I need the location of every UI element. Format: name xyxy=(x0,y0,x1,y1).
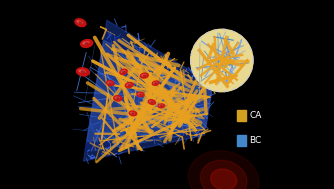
Ellipse shape xyxy=(155,83,157,84)
Text: BC: BC xyxy=(249,136,262,145)
Ellipse shape xyxy=(85,43,88,44)
Ellipse shape xyxy=(151,101,153,103)
Ellipse shape xyxy=(148,100,155,105)
Ellipse shape xyxy=(142,74,146,76)
Ellipse shape xyxy=(109,83,111,84)
Ellipse shape xyxy=(123,71,125,72)
Ellipse shape xyxy=(137,92,144,97)
FancyBboxPatch shape xyxy=(237,135,246,146)
Ellipse shape xyxy=(154,82,157,84)
Ellipse shape xyxy=(158,104,165,108)
Ellipse shape xyxy=(107,81,114,86)
Ellipse shape xyxy=(143,75,145,76)
Polygon shape xyxy=(84,20,213,161)
Ellipse shape xyxy=(127,84,131,85)
Ellipse shape xyxy=(114,96,122,101)
Ellipse shape xyxy=(160,105,162,106)
Ellipse shape xyxy=(150,101,153,102)
Text: CA: CA xyxy=(249,111,262,120)
Ellipse shape xyxy=(79,70,85,72)
Ellipse shape xyxy=(120,69,127,74)
Ellipse shape xyxy=(211,169,237,189)
Circle shape xyxy=(191,29,253,92)
Ellipse shape xyxy=(128,84,130,86)
Ellipse shape xyxy=(81,71,85,73)
Ellipse shape xyxy=(81,40,93,47)
Ellipse shape xyxy=(138,94,142,95)
Ellipse shape xyxy=(115,97,120,99)
Ellipse shape xyxy=(140,94,142,95)
FancyBboxPatch shape xyxy=(237,110,246,121)
Ellipse shape xyxy=(140,73,148,78)
Ellipse shape xyxy=(79,22,82,24)
Ellipse shape xyxy=(188,151,259,189)
Ellipse shape xyxy=(152,81,159,85)
Ellipse shape xyxy=(117,98,119,99)
Ellipse shape xyxy=(121,70,125,72)
Polygon shape xyxy=(87,40,212,141)
Ellipse shape xyxy=(108,82,112,84)
Ellipse shape xyxy=(76,68,89,76)
Ellipse shape xyxy=(159,105,163,106)
Ellipse shape xyxy=(132,113,134,114)
Ellipse shape xyxy=(129,111,137,116)
Polygon shape xyxy=(85,30,212,151)
Ellipse shape xyxy=(125,82,133,88)
Ellipse shape xyxy=(83,42,89,44)
Ellipse shape xyxy=(77,21,82,23)
Ellipse shape xyxy=(75,19,86,27)
Ellipse shape xyxy=(131,112,134,114)
Ellipse shape xyxy=(200,160,247,189)
